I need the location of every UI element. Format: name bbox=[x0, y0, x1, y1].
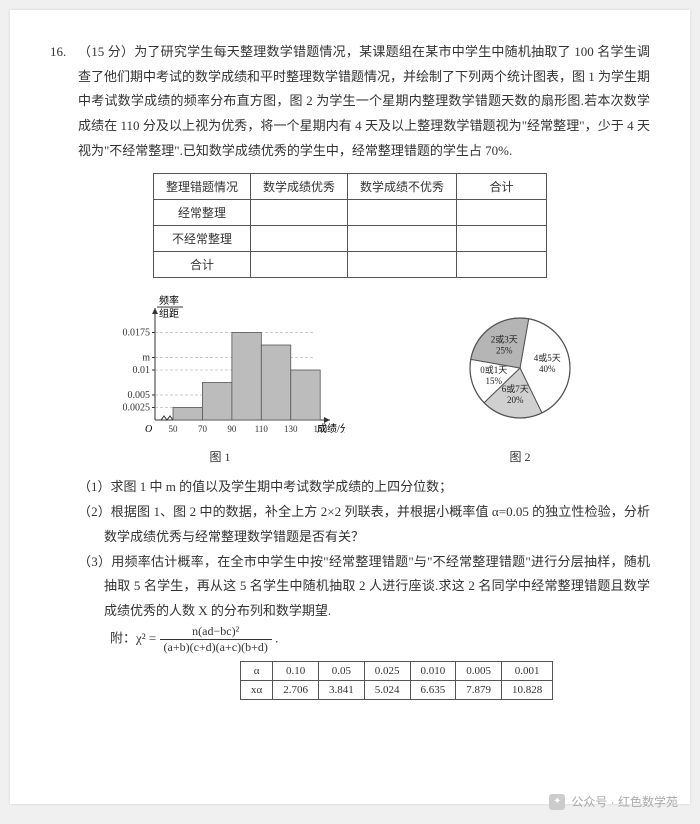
table-row: 不经常整理 bbox=[153, 226, 546, 252]
pie-wrap: 4或5天40% 6或7天20% 0或1天15% 2或3天25% 图 2 bbox=[435, 290, 605, 465]
cell bbox=[250, 252, 347, 278]
svg-text:15%: 15% bbox=[485, 376, 502, 386]
sub-questions: （1）求图 1 中 m 的值以及学生期中考试数学成绩的上四分位数； （2）根据图… bbox=[78, 475, 650, 623]
cell: 0.10 bbox=[273, 661, 319, 680]
cell bbox=[348, 200, 457, 226]
svg-text:50: 50 bbox=[169, 424, 179, 434]
cell bbox=[457, 226, 547, 252]
svg-text:25%: 25% bbox=[496, 346, 513, 356]
svg-text:频率: 频率 bbox=[159, 294, 179, 307]
page: 16. （15 分）为了研究学生每天整理数学错题情况，某课题组在某市中学生中随机… bbox=[10, 10, 690, 804]
th: 整理错题情况 bbox=[153, 174, 250, 200]
chi-square-table: α 0.10 0.05 0.025 0.010 0.005 0.001 xα 2… bbox=[240, 661, 553, 700]
cell: xα bbox=[241, 680, 273, 699]
histogram-chart: 0.00250.0050.01m0.0175507090110130150O成绩… bbox=[95, 290, 345, 440]
watermark: ✦ 公众号 · 红色数学苑 bbox=[549, 793, 678, 810]
formula-suffix: . bbox=[275, 630, 278, 645]
svg-text:m: m bbox=[142, 353, 150, 364]
problem-block: 16. （15 分）为了研究学生每天整理数学错题情况，某课题组在某市中学生中随机… bbox=[50, 40, 650, 163]
cell: α bbox=[241, 661, 273, 680]
svg-text:110: 110 bbox=[255, 424, 269, 434]
cell: 7.879 bbox=[456, 680, 502, 699]
cell: 5.024 bbox=[364, 680, 410, 699]
svg-text:0.0175: 0.0175 bbox=[123, 328, 151, 339]
cell: 0.05 bbox=[319, 661, 365, 680]
cell: 0.010 bbox=[410, 661, 456, 680]
cell: 3.841 bbox=[319, 680, 365, 699]
th: 数学成绩不优秀 bbox=[348, 174, 457, 200]
svg-text:4或5天: 4或5天 bbox=[534, 353, 561, 364]
watermark-text: 公众号 · 红色数学苑 bbox=[571, 793, 678, 810]
table-row: xα 2.706 3.841 5.024 6.635 7.879 10.828 bbox=[241, 680, 553, 699]
problem-text: （15 分）为了研究学生每天整理数学错题情况，某课题组在某市中学生中随机抽取了 … bbox=[78, 40, 650, 163]
table-row: 整理错题情况 数学成绩优秀 数学成绩不优秀 合计 bbox=[153, 174, 546, 200]
fraction: n(ad−bc)² (a+b)(c+d)(a+c)(b+d) bbox=[160, 624, 272, 655]
cell bbox=[457, 252, 547, 278]
cell: 经常整理 bbox=[153, 200, 250, 226]
chi-square-formula: 附：χ² = n(ad−bc)² (a+b)(c+d)(a+c)(b+d) . bbox=[110, 624, 278, 655]
points: （15 分） bbox=[78, 44, 134, 59]
histogram-wrap: 0.00250.0050.01m0.0175507090110130150O成绩… bbox=[95, 290, 345, 465]
fig1-caption: 图 1 bbox=[95, 448, 345, 465]
svg-text:130: 130 bbox=[284, 424, 298, 434]
cell bbox=[250, 200, 347, 226]
figures-row: 0.00250.0050.01m0.0175507090110130150O成绩… bbox=[50, 290, 650, 465]
svg-text:成绩/分: 成绩/分 bbox=[317, 422, 345, 435]
cell: 10.828 bbox=[502, 680, 553, 699]
fig2-caption: 图 2 bbox=[435, 448, 605, 465]
svg-text:组距: 组距 bbox=[159, 307, 179, 320]
cell bbox=[250, 226, 347, 252]
problem-number: 16. bbox=[50, 40, 78, 163]
q1: （1）求图 1 中 m 的值以及学生期中考试数学成绩的上四分位数； bbox=[78, 475, 650, 500]
svg-text:70: 70 bbox=[198, 424, 208, 434]
cell: 0.025 bbox=[364, 661, 410, 680]
svg-text:6或7天: 6或7天 bbox=[502, 384, 529, 395]
svg-text:0.0025: 0.0025 bbox=[123, 403, 151, 414]
wechat-icon: ✦ bbox=[549, 794, 565, 810]
svg-text:40%: 40% bbox=[539, 365, 556, 375]
svg-text:0或1天: 0或1天 bbox=[480, 364, 507, 375]
problem-body: 为了研究学生每天整理数学错题情况，某课题组在某市中学生中随机抽取了 100 名学… bbox=[78, 44, 650, 158]
cell bbox=[348, 252, 457, 278]
cell bbox=[457, 200, 547, 226]
cell: 0.005 bbox=[456, 661, 502, 680]
numerator: n(ad−bc)² bbox=[160, 624, 272, 640]
q3: （3）用频率估计概率，在全市中学生中按"经常整理错题"与"不经常整理错题"进行分… bbox=[78, 550, 650, 624]
formula-prefix: 附：χ² = bbox=[110, 630, 160, 645]
cell: 合计 bbox=[153, 252, 250, 278]
cell: 0.001 bbox=[502, 661, 553, 680]
denominator: (a+b)(c+d)(a+c)(b+d) bbox=[160, 640, 272, 655]
cell: 不经常整理 bbox=[153, 226, 250, 252]
table-row: 经常整理 bbox=[153, 200, 546, 226]
pie-chart: 4或5天40% 6或7天20% 0或1天15% 2或3天25% bbox=[435, 290, 605, 440]
cell bbox=[348, 226, 457, 252]
contingency-table: 整理错题情况 数学成绩优秀 数学成绩不优秀 合计 经常整理 不经常整理 合计 bbox=[153, 173, 547, 278]
svg-text:20%: 20% bbox=[507, 396, 524, 406]
svg-text:0.005: 0.005 bbox=[128, 390, 151, 401]
svg-text:O: O bbox=[145, 424, 152, 435]
svg-text:90: 90 bbox=[227, 424, 237, 434]
table-row: 合计 bbox=[153, 252, 546, 278]
q2: （2）根据图 1、图 2 中的数据，补全上方 2×2 列联表，并根据小概率值 α… bbox=[78, 500, 650, 549]
th: 合计 bbox=[457, 174, 547, 200]
table-row: α 0.10 0.05 0.025 0.010 0.005 0.001 bbox=[241, 661, 553, 680]
cell: 2.706 bbox=[273, 680, 319, 699]
th: 数学成绩优秀 bbox=[250, 174, 347, 200]
cell: 6.635 bbox=[410, 680, 456, 699]
svg-text:0.01: 0.01 bbox=[133, 365, 151, 376]
svg-text:2或3天: 2或3天 bbox=[491, 334, 518, 345]
